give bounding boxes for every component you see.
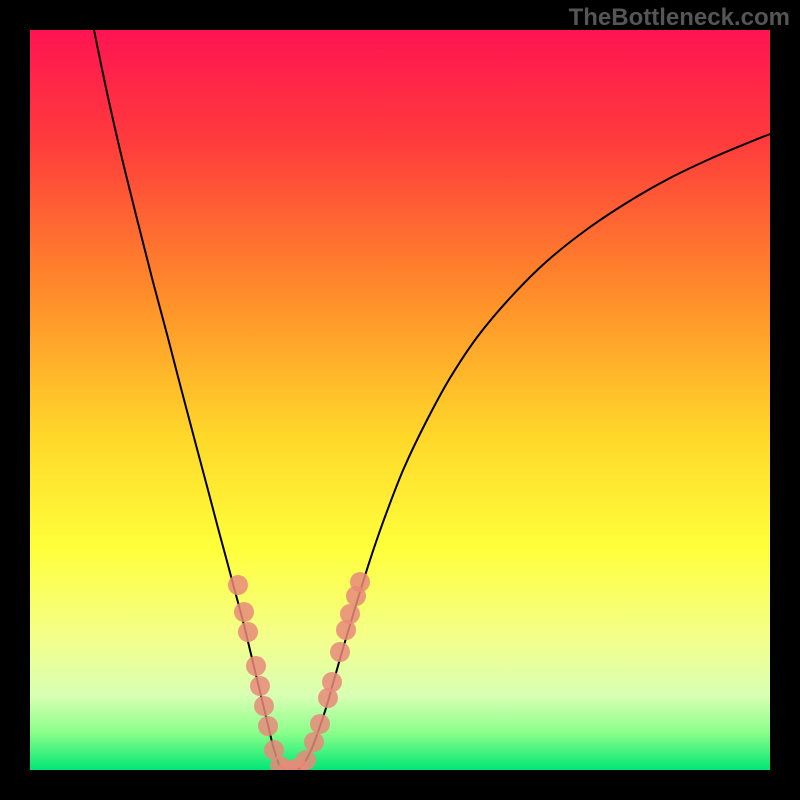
data-marker bbox=[228, 575, 248, 595]
data-marker bbox=[296, 750, 316, 770]
data-marker bbox=[238, 622, 258, 642]
data-marker bbox=[322, 672, 342, 692]
data-marker bbox=[246, 656, 266, 676]
data-marker bbox=[350, 572, 370, 592]
data-marker bbox=[310, 714, 330, 734]
data-marker bbox=[234, 602, 254, 622]
chart-svg bbox=[30, 30, 770, 770]
data-marker bbox=[250, 676, 270, 696]
plot-area bbox=[30, 30, 770, 770]
data-marker bbox=[258, 716, 278, 736]
data-marker bbox=[330, 642, 350, 662]
chart-container: TheBottleneck.com bbox=[0, 0, 800, 800]
watermark-text: TheBottleneck.com bbox=[569, 4, 790, 32]
data-marker bbox=[254, 696, 274, 716]
data-marker bbox=[304, 732, 324, 752]
data-marker bbox=[340, 604, 360, 624]
gradient-background bbox=[30, 30, 770, 770]
